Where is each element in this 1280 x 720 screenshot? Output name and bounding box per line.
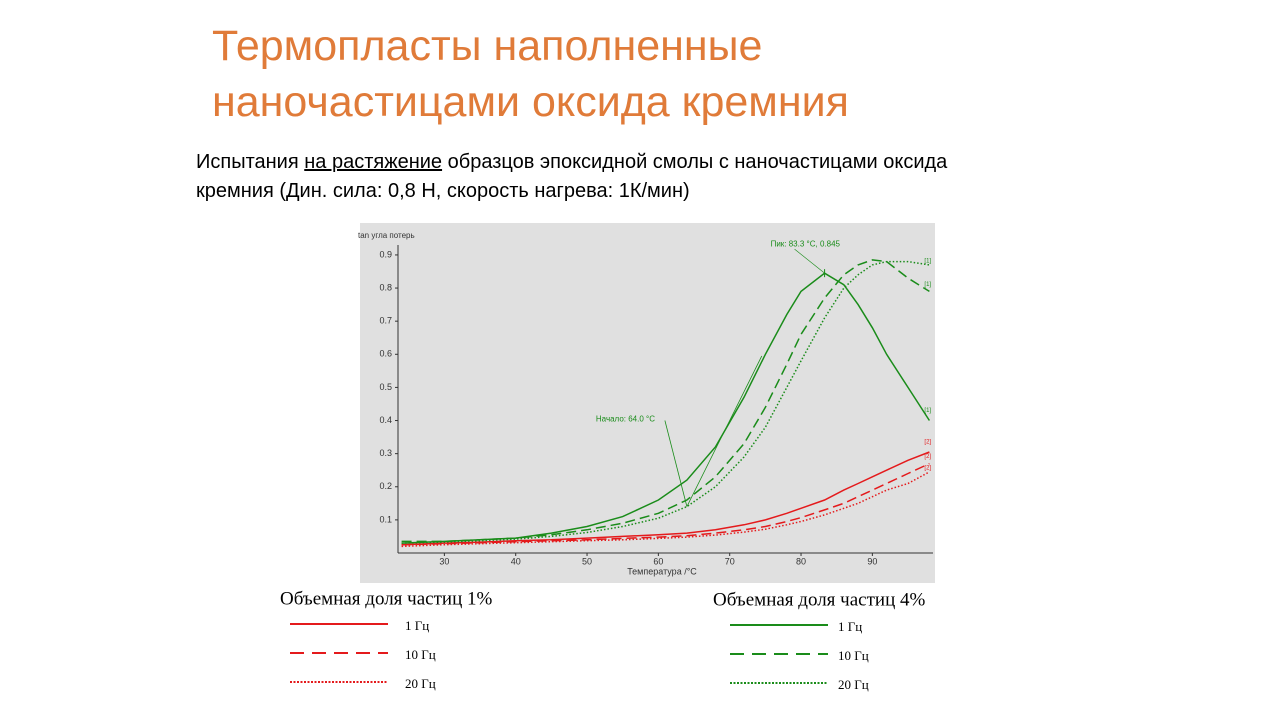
- series-line: [401, 259, 930, 543]
- subtitle-underlined: на растяжение: [304, 151, 443, 173]
- y-tick-label: 0.2: [379, 481, 392, 491]
- subtitle: Испытания на растяжение образцов эпоксид…: [196, 148, 1026, 206]
- subtitle-text: Испытания: [196, 151, 305, 173]
- y-tick-label: 0.4: [379, 415, 392, 425]
- title-line: Термопласты наполненные: [212, 22, 763, 70]
- legend-group-title: Объемная доля частиц 1%: [280, 588, 492, 609]
- x-tick-label: 50: [582, 556, 592, 566]
- x-tick-label: 60: [653, 556, 663, 566]
- legend-label: 1 Гц: [838, 619, 862, 634]
- x-tick-label: 30: [439, 556, 449, 566]
- y-tick-label: 0.3: [379, 448, 392, 458]
- title-line: наночастицами оксида кремния: [212, 78, 849, 126]
- series-end-label: [1]: [924, 408, 931, 414]
- y-tick-label: 0.8: [379, 282, 392, 292]
- y-axis-label: tan угла потерь: [358, 231, 415, 240]
- annotation-text: Начало: 64.0 °C: [596, 415, 655, 424]
- chart-background: [360, 223, 935, 583]
- series-line: [401, 260, 930, 544]
- slide-title: Термопласты наполненные наночастицами ок…: [212, 18, 849, 130]
- series-end-label: [2]: [924, 440, 931, 446]
- y-tick-label: 0.5: [379, 382, 392, 392]
- annotation-text: Пик: 83.3 °C, 0.845: [771, 239, 841, 248]
- legend-label: 10 Гц: [838, 648, 869, 663]
- x-tick-label: 80: [796, 556, 806, 566]
- legend-label: 10 Гц: [405, 647, 436, 662]
- y-tick-label: 0.6: [379, 349, 392, 359]
- legend-label: 20 Гц: [838, 677, 869, 692]
- annotation-leader: [664, 420, 688, 507]
- series-end-label: [1]: [924, 258, 931, 264]
- series-line: [401, 471, 930, 548]
- series-line: [401, 451, 930, 546]
- x-axis-label: Температура /°C: [627, 566, 697, 576]
- annotation-marker: [686, 355, 763, 507]
- y-tick-label: 0.1: [379, 514, 392, 524]
- legend-label: 20 Гц: [405, 676, 436, 691]
- series-end-label: [2]: [924, 465, 931, 471]
- series-end-label: [2]: [924, 454, 931, 460]
- x-tick-label: 70: [725, 556, 735, 566]
- series-end-label: [1]: [924, 282, 931, 288]
- annotation-leader: [794, 248, 825, 274]
- legend-label: 1 Гц: [405, 618, 429, 633]
- series-line: [401, 462, 930, 546]
- legend-group-title: Объемная доля частиц 4%: [713, 589, 925, 610]
- x-tick-label: 90: [867, 556, 877, 566]
- subtitle-text: образцов эпоксидной смолы с наночастицам…: [196, 151, 948, 202]
- y-tick-label: 0.7: [379, 316, 392, 326]
- y-tick-label: 0.9: [379, 249, 392, 259]
- x-tick-label: 40: [511, 556, 521, 566]
